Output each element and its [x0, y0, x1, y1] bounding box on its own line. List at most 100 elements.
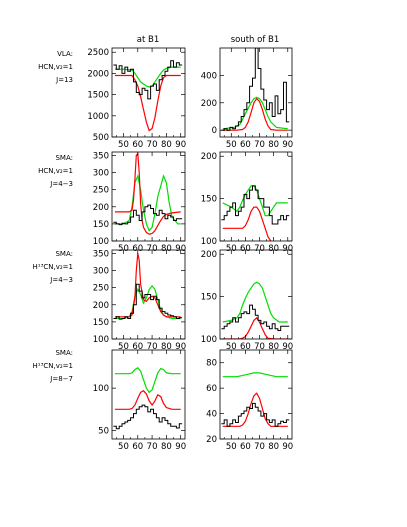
x-tick-label: 60	[132, 244, 143, 254]
x-tick-label: 50	[226, 342, 237, 352]
y-tick-label: 350	[93, 249, 109, 259]
observed-spectrum	[221, 48, 290, 131]
y-tick-label: 50	[98, 427, 109, 437]
x-tick-label: 50	[118, 140, 129, 150]
y-tick-label: 100	[201, 335, 217, 345]
observed-spectrum	[113, 283, 183, 320]
y-tick-label: 0	[212, 126, 217, 136]
x-tick-label: 60	[240, 140, 251, 150]
plot-area	[221, 48, 290, 131]
x-tick-label: 60	[132, 140, 143, 150]
row-label-2-line-2: HCN,v₂=1	[38, 167, 73, 175]
panel-r3-c1: 50 60 70 80 90 100 150 200 250 300 350	[93, 249, 186, 352]
x-tick-label: 80	[161, 342, 172, 352]
x-tick-label: 90	[282, 244, 293, 254]
plot-frame	[111, 151, 186, 242]
y-tick-label: 2500	[87, 48, 109, 58]
panel-r2-c2: 50 60 70 80 90 100 150 200	[201, 151, 293, 254]
model-a-line	[222, 206, 272, 241]
x-tick-label: 50	[118, 342, 129, 352]
y-tick-label: 300	[93, 267, 109, 277]
x-tick-label: 80	[268, 140, 279, 150]
x-tick-label: 90	[175, 140, 186, 150]
x-tick-label: 70	[254, 442, 265, 452]
y-tick-label: 150	[93, 318, 109, 328]
x-tick-label: 50	[226, 244, 237, 254]
y-tick-label: 100	[93, 384, 109, 394]
y-tick-label: 1000	[87, 112, 109, 122]
x-tick-label: 70	[147, 140, 158, 150]
x-tick-label: 60	[132, 342, 143, 352]
row-label-1-line-2: HCN,v₂=1	[38, 63, 73, 71]
model-b-line	[114, 284, 181, 320]
y-tick-label: 100	[201, 237, 217, 247]
y-tick-label: 40	[206, 410, 217, 420]
model-a-line	[222, 97, 288, 131]
x-tick-label: 90	[175, 442, 186, 452]
model-b-line	[222, 281, 288, 323]
x-tick-label: 70	[147, 442, 158, 452]
panel-r2-c1: 50 60 70 80 90 100 150 200 250 300 350	[93, 151, 186, 254]
y-tick-label: 60	[206, 384, 217, 394]
x-tick-label: 60	[240, 244, 251, 254]
plot-frame	[219, 349, 293, 440]
row-label-1-line-1: VLA:	[57, 50, 73, 58]
x-tick-label: 70	[254, 244, 265, 254]
y-tick-label: 20	[206, 435, 217, 445]
y-tick-label: 200	[201, 99, 217, 109]
row-label-3: SMA: H¹³CN,v₂=1 J=4−3	[33, 250, 74, 284]
y-tick-label: 300	[93, 169, 109, 179]
x-tick-label: 90	[175, 244, 186, 254]
model-a-line	[114, 152, 181, 235]
row-label-4-line-3: J=8−7	[49, 375, 73, 383]
observed-spectrum	[221, 304, 290, 331]
row-label-2: SMA: HCN,v₂=1 J=4−3	[38, 154, 73, 188]
y-tick-label: 150	[93, 220, 109, 230]
x-tick-label: 60	[240, 342, 251, 352]
plot-frame	[219, 151, 293, 242]
model-a-line	[114, 253, 181, 318]
x-tick-label: 90	[282, 442, 293, 452]
model-b-line	[114, 367, 181, 394]
column-title-at-b1: at B1	[137, 35, 159, 45]
x-tick-label: 50	[118, 442, 129, 452]
row-label-2-line-3: J=4−3	[49, 180, 73, 188]
model-b-line	[222, 372, 288, 378]
y-tick-label: 150	[201, 293, 217, 303]
row-label-2-line-1: SMA:	[55, 154, 73, 162]
plot-frame	[111, 47, 186, 138]
plot-area	[113, 60, 183, 132]
x-tick-label: 80	[161, 140, 172, 150]
observed-spectrum	[221, 185, 290, 225]
x-tick-label: 90	[282, 342, 293, 352]
x-tick-label: 60	[132, 442, 143, 452]
observed-spectrum	[113, 204, 183, 226]
plot-frame	[111, 349, 186, 440]
x-tick-label: 60	[240, 442, 251, 452]
y-tick-label: 100	[93, 237, 109, 247]
row-label-1: VLA: HCN,v₂=1 J=13	[38, 50, 73, 84]
row-label-3-line-3: J=4−3	[49, 276, 73, 284]
plot-frame	[111, 249, 186, 340]
panel-r1-c2: 50 60 70 80 90 0 200 400	[201, 47, 293, 150]
plot-area	[113, 367, 183, 430]
panel-r1-c1: 50 60 70 80 90 500 1000 1500 2000 2500	[87, 47, 186, 150]
y-tick-label: 500	[93, 133, 109, 143]
observed-spectrum	[113, 404, 183, 430]
x-tick-label: 50	[226, 442, 237, 452]
x-tick-label: 80	[268, 244, 279, 254]
x-tick-label: 50	[226, 140, 237, 150]
y-tick-label: 100	[93, 335, 109, 345]
y-tick-label: 150	[201, 195, 217, 205]
model-a-line	[114, 389, 181, 410]
x-tick-label: 80	[268, 342, 279, 352]
plot-area	[221, 185, 290, 241]
y-tick-label: 80	[206, 359, 217, 369]
x-tick-label: 70	[147, 244, 158, 254]
plot-area	[221, 372, 290, 427]
y-tick-label: 200	[201, 152, 217, 162]
x-tick-label: 70	[254, 342, 265, 352]
